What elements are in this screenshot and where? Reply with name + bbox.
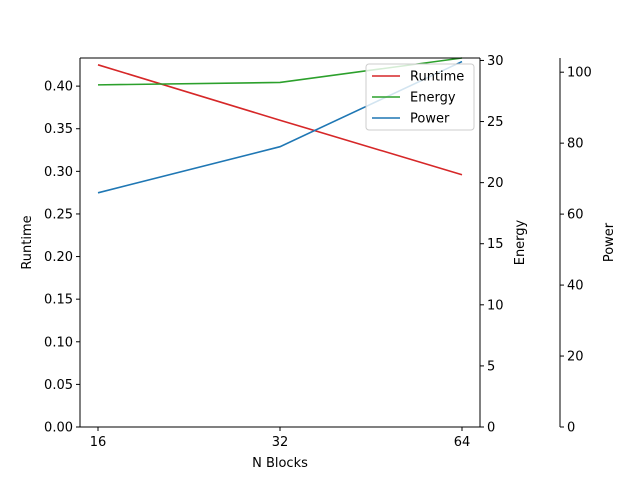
legend-label-energy: Energy — [410, 91, 456, 106]
legend-label-power: Power — [410, 112, 450, 127]
legend-box — [365, 63, 475, 131]
energy-tick-label: 15 — [487, 237, 504, 252]
runtime-tick-label: 0.10 — [44, 335, 73, 350]
runtime-tick-label: 0.25 — [44, 207, 73, 222]
power-tick-label: 20 — [567, 350, 584, 365]
x-tick-label: 64 — [454, 435, 471, 450]
runtime-axis-label: Runtime — [20, 215, 35, 269]
runtime-tick-label: 0.35 — [44, 122, 73, 137]
legend: Runtime Energy Power — [365, 63, 475, 131]
x-tick-label: 32 — [272, 435, 289, 450]
runtime-tick-label: 0.05 — [44, 378, 73, 393]
power-tick-label: 80 — [567, 137, 584, 152]
energy-axis-label: Energy — [513, 219, 528, 265]
runtime-tick-label: 0.40 — [44, 80, 73, 95]
runtime-tick-label: 0.00 — [44, 421, 73, 436]
power-tick-label: 60 — [567, 208, 584, 223]
axes: 16 32 64 N Blocks 0.00 0.05 0.10 0.15 0.20 0.25 0.… — [20, 54, 617, 471]
energy-tick-label: 5 — [487, 359, 495, 374]
power-tick-label: 40 — [567, 279, 584, 294]
x-tick-label: 16 — [90, 435, 107, 450]
energy-tick-label: 25 — [487, 115, 504, 130]
legend-label-runtime: Runtime — [410, 70, 464, 85]
energy-tick-label: 20 — [487, 176, 504, 191]
energy-tick-label: 0 — [487, 421, 495, 436]
power-axis-label: Power — [602, 222, 617, 262]
energy-tick-label: 10 — [487, 298, 504, 313]
power-tick-label: 0 — [567, 421, 575, 436]
runtime-tick-label: 0.20 — [44, 250, 73, 265]
energy-tick-label: 30 — [487, 54, 504, 69]
runtime-tick-label: 0.15 — [44, 293, 73, 308]
x-axis-label: N Blocks — [252, 456, 308, 471]
power-tick-label: 100 — [567, 66, 592, 81]
runtime-tick-label: 0.30 — [44, 165, 73, 180]
